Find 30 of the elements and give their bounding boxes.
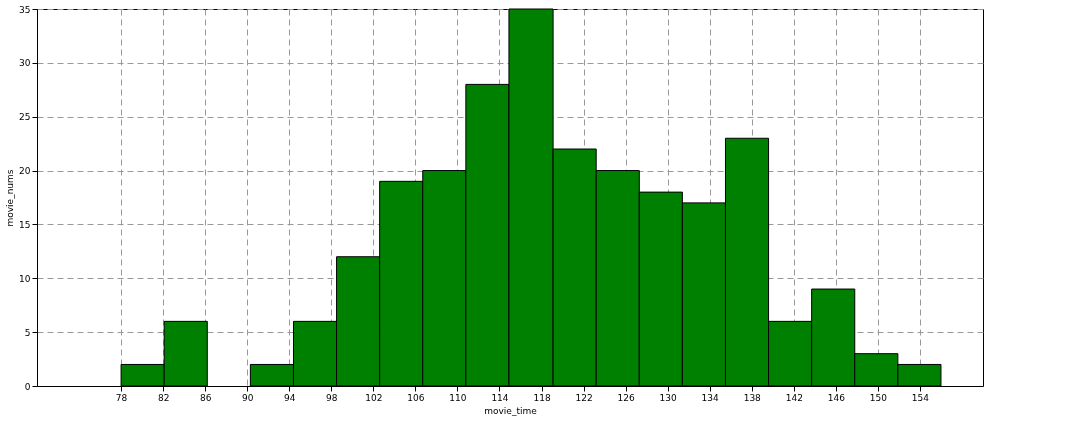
x-tick-label: 78 xyxy=(115,392,128,403)
x-axis-title: movie_time xyxy=(484,405,538,416)
y-tick-label: 15 xyxy=(19,219,31,230)
x-tick-label: 118 xyxy=(533,392,551,403)
y-axis-title: movie_nums xyxy=(5,169,16,227)
y-tick-label: 30 xyxy=(19,58,31,69)
y-tick-label: 35 xyxy=(19,4,31,15)
x-tick-label: 98 xyxy=(326,392,338,403)
x-tick-label: 86 xyxy=(199,392,212,403)
y-tick-label: 5 xyxy=(24,327,31,338)
x-tick-label: 110 xyxy=(449,392,467,403)
x-tick-label: 134 xyxy=(701,392,720,403)
y-tick-label: 10 xyxy=(19,273,31,284)
x-tick-label: 102 xyxy=(365,392,383,403)
x-tick-label: 90 xyxy=(242,392,254,403)
x-tick-label: 138 xyxy=(743,392,762,403)
x-tick-label: 154 xyxy=(911,392,930,403)
x-tick-label: 94 xyxy=(284,392,296,403)
x-tick-label: 106 xyxy=(407,392,425,403)
x-tick-label: 146 xyxy=(827,392,846,403)
x-tick-label: 82 xyxy=(157,392,170,403)
y-tick-label: 25 xyxy=(19,112,31,123)
x-tick-label: 114 xyxy=(491,392,509,403)
x-tick-label: 126 xyxy=(617,392,635,403)
x-tick-label: 130 xyxy=(659,392,678,403)
y-tick-label: 20 xyxy=(19,166,31,177)
y-tick-label: 0 xyxy=(24,381,31,392)
x-tick-label: 142 xyxy=(785,392,803,403)
x-tick-label: 122 xyxy=(575,392,593,403)
x-tick-label: 150 xyxy=(869,392,888,403)
